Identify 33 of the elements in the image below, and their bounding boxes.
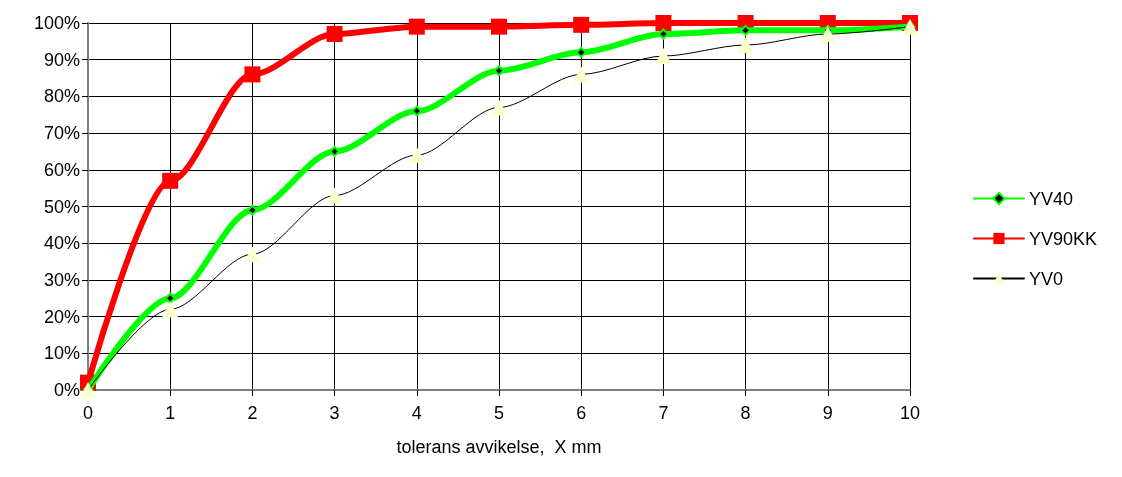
y-tick-label: 40% xyxy=(43,233,80,254)
x-tick-label: 2 xyxy=(247,403,258,423)
y-tick-label: 50% xyxy=(43,196,80,217)
x-tick-label: 6 xyxy=(576,403,587,423)
y-tick-label: 60% xyxy=(43,159,80,180)
y-tick-label: 70% xyxy=(43,123,80,144)
x-tick-label: 10 xyxy=(899,403,921,423)
x-tick-label: 0 xyxy=(82,403,94,423)
y-tick-label: 0% xyxy=(53,380,80,400)
y-tick-label: 90% xyxy=(43,49,80,70)
y-tick-label: 80% xyxy=(43,86,80,107)
x-tick-label: 8 xyxy=(740,403,751,423)
point xyxy=(573,16,590,33)
x-axis-title: tolerans avvikelse, X mm xyxy=(396,437,602,457)
x-tick-label: 7 xyxy=(658,403,669,423)
point xyxy=(326,26,343,43)
x-tick-label: 5 xyxy=(493,403,505,423)
y-tick-label: 30% xyxy=(43,269,80,290)
y-tick-label: 10% xyxy=(43,343,80,364)
y-tick-label: 100% xyxy=(33,13,80,33)
point xyxy=(162,172,179,189)
x-tick-label: 3 xyxy=(329,403,340,423)
legend-label: YV40 xyxy=(1028,188,1073,209)
point xyxy=(244,66,261,83)
x-tick-label: 4 xyxy=(411,403,422,423)
legend-label: YV90KK xyxy=(1028,228,1097,249)
y-tick-label: 20% xyxy=(43,306,80,327)
x-tick-label: 9 xyxy=(822,403,833,423)
point xyxy=(408,18,425,35)
point xyxy=(655,15,672,31)
point xyxy=(491,18,507,35)
x-tick-label: 1 xyxy=(165,403,176,423)
legend-label: YV0 xyxy=(1028,268,1063,289)
